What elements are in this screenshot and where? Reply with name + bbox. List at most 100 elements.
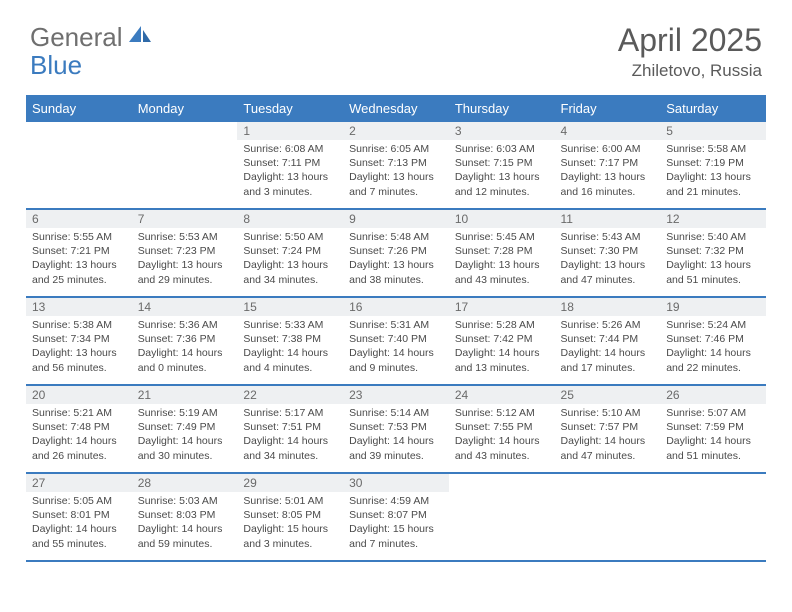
calendar-header-row: SundayMondayTuesdayWednesdayThursdayFrid… [26, 96, 766, 121]
day-number: 4 [555, 122, 661, 140]
header: General April 2025 Zhiletovo, Russia [0, 0, 792, 89]
day-number: 12 [660, 210, 766, 228]
day-details: Sunrise: 5:14 AMSunset: 7:53 PMDaylight:… [343, 404, 449, 467]
day-details: Sunrise: 5:36 AMSunset: 7:36 PMDaylight:… [132, 316, 238, 379]
calendar-day-cell: 6Sunrise: 5:55 AMSunset: 7:21 PMDaylight… [26, 209, 132, 297]
calendar-day-cell: 23Sunrise: 5:14 AMSunset: 7:53 PMDayligh… [343, 385, 449, 473]
calendar-day-cell: 18Sunrise: 5:26 AMSunset: 7:44 PMDayligh… [555, 297, 661, 385]
day-number: 10 [449, 210, 555, 228]
day-details: Sunrise: 6:05 AMSunset: 7:13 PMDaylight:… [343, 140, 449, 203]
day-number: 18 [555, 298, 661, 316]
calendar-day-cell: 2Sunrise: 6:05 AMSunset: 7:13 PMDaylight… [343, 121, 449, 209]
weekday-header: Saturday [660, 96, 766, 121]
day-number: 22 [237, 386, 343, 404]
calendar-day-cell: 22Sunrise: 5:17 AMSunset: 7:51 PMDayligh… [237, 385, 343, 473]
day-number: 30 [343, 474, 449, 492]
calendar-week-row: 20Sunrise: 5:21 AMSunset: 7:48 PMDayligh… [26, 385, 766, 473]
day-details: Sunrise: 5:48 AMSunset: 7:26 PMDaylight:… [343, 228, 449, 291]
day-details: Sunrise: 4:59 AMSunset: 8:07 PMDaylight:… [343, 492, 449, 555]
day-details: Sunrise: 5:19 AMSunset: 7:49 PMDaylight:… [132, 404, 238, 467]
location: Zhiletovo, Russia [618, 61, 762, 81]
calendar-day-cell: 8Sunrise: 5:50 AMSunset: 7:24 PMDaylight… [237, 209, 343, 297]
day-details: Sunrise: 5:01 AMSunset: 8:05 PMDaylight:… [237, 492, 343, 555]
calendar-day-cell: 14Sunrise: 5:36 AMSunset: 7:36 PMDayligh… [132, 297, 238, 385]
day-number: 24 [449, 386, 555, 404]
calendar-day-cell: 24Sunrise: 5:12 AMSunset: 7:55 PMDayligh… [449, 385, 555, 473]
calendar-empty-cell [555, 473, 661, 561]
calendar-day-cell: 29Sunrise: 5:01 AMSunset: 8:05 PMDayligh… [237, 473, 343, 561]
day-number: 8 [237, 210, 343, 228]
day-number: 2 [343, 122, 449, 140]
calendar-day-cell: 12Sunrise: 5:40 AMSunset: 7:32 PMDayligh… [660, 209, 766, 297]
calendar-day-cell: 15Sunrise: 5:33 AMSunset: 7:38 PMDayligh… [237, 297, 343, 385]
day-number: 3 [449, 122, 555, 140]
calendar-week-row: 27Sunrise: 5:05 AMSunset: 8:01 PMDayligh… [26, 473, 766, 561]
calendar-day-cell: 26Sunrise: 5:07 AMSunset: 7:59 PMDayligh… [660, 385, 766, 473]
day-details: Sunrise: 5:31 AMSunset: 7:40 PMDaylight:… [343, 316, 449, 379]
day-details: Sunrise: 5:10 AMSunset: 7:57 PMDaylight:… [555, 404, 661, 467]
calendar-week-row: 6Sunrise: 5:55 AMSunset: 7:21 PMDaylight… [26, 209, 766, 297]
day-details: Sunrise: 5:53 AMSunset: 7:23 PMDaylight:… [132, 228, 238, 291]
weekday-header: Thursday [449, 96, 555, 121]
day-number: 6 [26, 210, 132, 228]
weekday-header: Friday [555, 96, 661, 121]
calendar-empty-cell [449, 473, 555, 561]
calendar-day-cell: 27Sunrise: 5:05 AMSunset: 8:01 PMDayligh… [26, 473, 132, 561]
day-number: 15 [237, 298, 343, 316]
calendar-day-cell: 7Sunrise: 5:53 AMSunset: 7:23 PMDaylight… [132, 209, 238, 297]
day-details: Sunrise: 5:12 AMSunset: 7:55 PMDaylight:… [449, 404, 555, 467]
calendar-table: SundayMondayTuesdayWednesdayThursdayFrid… [26, 95, 766, 562]
day-number: 17 [449, 298, 555, 316]
day-number: 21 [132, 386, 238, 404]
day-number: 9 [343, 210, 449, 228]
calendar-empty-cell [132, 121, 238, 209]
day-details: Sunrise: 5:38 AMSunset: 7:34 PMDaylight:… [26, 316, 132, 379]
calendar-week-row: 1Sunrise: 6:08 AMSunset: 7:11 PMDaylight… [26, 121, 766, 209]
calendar-empty-cell [26, 121, 132, 209]
logo-text-blue: Blue [30, 50, 82, 80]
calendar-day-cell: 25Sunrise: 5:10 AMSunset: 7:57 PMDayligh… [555, 385, 661, 473]
calendar-day-cell: 5Sunrise: 5:58 AMSunset: 7:19 PMDaylight… [660, 121, 766, 209]
weekday-header: Monday [132, 96, 238, 121]
day-number: 1 [237, 122, 343, 140]
day-number: 25 [555, 386, 661, 404]
calendar-day-cell: 13Sunrise: 5:38 AMSunset: 7:34 PMDayligh… [26, 297, 132, 385]
day-details: Sunrise: 5:26 AMSunset: 7:44 PMDaylight:… [555, 316, 661, 379]
calendar-day-cell: 16Sunrise: 5:31 AMSunset: 7:40 PMDayligh… [343, 297, 449, 385]
calendar-day-cell: 10Sunrise: 5:45 AMSunset: 7:28 PMDayligh… [449, 209, 555, 297]
day-details: Sunrise: 5:50 AMSunset: 7:24 PMDaylight:… [237, 228, 343, 291]
day-number: 28 [132, 474, 238, 492]
day-details: Sunrise: 5:55 AMSunset: 7:21 PMDaylight:… [26, 228, 132, 291]
day-details: Sunrise: 5:40 AMSunset: 7:32 PMDaylight:… [660, 228, 766, 291]
day-details: Sunrise: 5:43 AMSunset: 7:30 PMDaylight:… [555, 228, 661, 291]
day-number: 20 [26, 386, 132, 404]
weekday-header: Sunday [26, 96, 132, 121]
month-title: April 2025 [618, 22, 762, 59]
calendar-day-cell: 21Sunrise: 5:19 AMSunset: 7:49 PMDayligh… [132, 385, 238, 473]
calendar-day-cell: 17Sunrise: 5:28 AMSunset: 7:42 PMDayligh… [449, 297, 555, 385]
day-number: 11 [555, 210, 661, 228]
calendar-day-cell: 28Sunrise: 5:03 AMSunset: 8:03 PMDayligh… [132, 473, 238, 561]
day-details: Sunrise: 5:07 AMSunset: 7:59 PMDaylight:… [660, 404, 766, 467]
day-details: Sunrise: 5:33 AMSunset: 7:38 PMDaylight:… [237, 316, 343, 379]
day-details: Sunrise: 5:45 AMSunset: 7:28 PMDaylight:… [449, 228, 555, 291]
day-number: 26 [660, 386, 766, 404]
calendar-body: 1Sunrise: 6:08 AMSunset: 7:11 PMDaylight… [26, 121, 766, 561]
day-number: 7 [132, 210, 238, 228]
day-number: 19 [660, 298, 766, 316]
day-details: Sunrise: 6:03 AMSunset: 7:15 PMDaylight:… [449, 140, 555, 203]
day-number: 13 [26, 298, 132, 316]
day-details: Sunrise: 5:24 AMSunset: 7:46 PMDaylight:… [660, 316, 766, 379]
day-details: Sunrise: 6:00 AMSunset: 7:17 PMDaylight:… [555, 140, 661, 203]
calendar-day-cell: 30Sunrise: 4:59 AMSunset: 8:07 PMDayligh… [343, 473, 449, 561]
weekday-header: Wednesday [343, 96, 449, 121]
calendar-day-cell: 11Sunrise: 5:43 AMSunset: 7:30 PMDayligh… [555, 209, 661, 297]
day-details: Sunrise: 5:21 AMSunset: 7:48 PMDaylight:… [26, 404, 132, 467]
day-details: Sunrise: 5:28 AMSunset: 7:42 PMDaylight:… [449, 316, 555, 379]
day-details: Sunrise: 5:05 AMSunset: 8:01 PMDaylight:… [26, 492, 132, 555]
logo: General [30, 22, 155, 53]
day-number: 27 [26, 474, 132, 492]
day-number: 5 [660, 122, 766, 140]
day-details: Sunrise: 5:03 AMSunset: 8:03 PMDaylight:… [132, 492, 238, 555]
calendar-day-cell: 20Sunrise: 5:21 AMSunset: 7:48 PMDayligh… [26, 385, 132, 473]
